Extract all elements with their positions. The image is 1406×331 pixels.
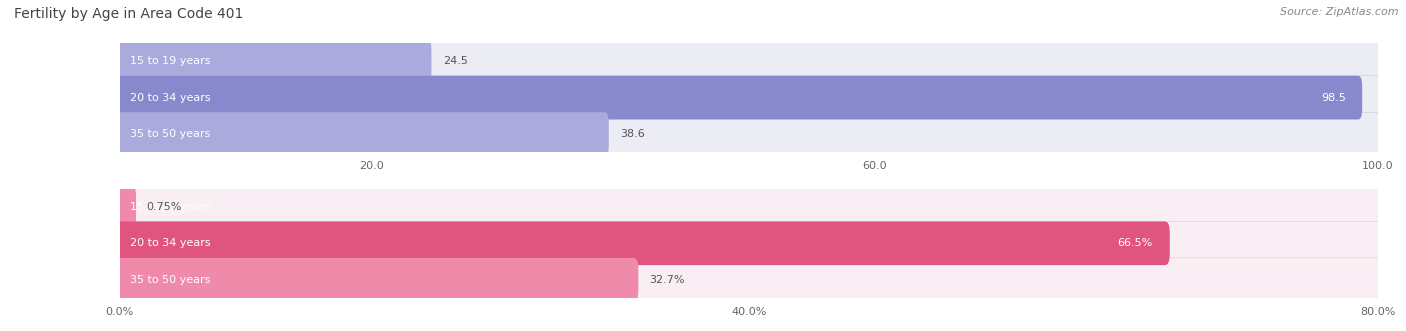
Text: 0.75%: 0.75% <box>146 202 181 212</box>
FancyBboxPatch shape <box>115 39 432 83</box>
FancyBboxPatch shape <box>115 112 609 156</box>
Text: 20 to 34 years: 20 to 34 years <box>129 238 211 248</box>
FancyBboxPatch shape <box>115 185 1382 229</box>
FancyBboxPatch shape <box>115 76 1381 119</box>
FancyBboxPatch shape <box>115 258 1382 302</box>
FancyBboxPatch shape <box>115 221 1382 265</box>
Text: Fertility by Age in Area Code 401: Fertility by Age in Area Code 401 <box>14 7 243 21</box>
Text: 15 to 19 years: 15 to 19 years <box>129 202 209 212</box>
FancyBboxPatch shape <box>115 221 1170 265</box>
Text: Source: ZipAtlas.com: Source: ZipAtlas.com <box>1281 7 1399 17</box>
Text: 35 to 50 years: 35 to 50 years <box>129 129 209 139</box>
Text: 24.5: 24.5 <box>443 56 468 66</box>
FancyBboxPatch shape <box>115 112 1381 156</box>
FancyBboxPatch shape <box>115 39 1381 83</box>
FancyBboxPatch shape <box>115 76 1362 119</box>
FancyBboxPatch shape <box>115 185 136 229</box>
Text: 38.6: 38.6 <box>620 129 645 139</box>
Text: 15 to 19 years: 15 to 19 years <box>129 56 209 66</box>
Text: 32.7%: 32.7% <box>650 275 685 285</box>
FancyBboxPatch shape <box>115 258 638 302</box>
Text: 35 to 50 years: 35 to 50 years <box>129 275 209 285</box>
Text: 66.5%: 66.5% <box>1118 238 1153 248</box>
Text: 98.5: 98.5 <box>1322 93 1347 103</box>
Text: 20 to 34 years: 20 to 34 years <box>129 93 211 103</box>
